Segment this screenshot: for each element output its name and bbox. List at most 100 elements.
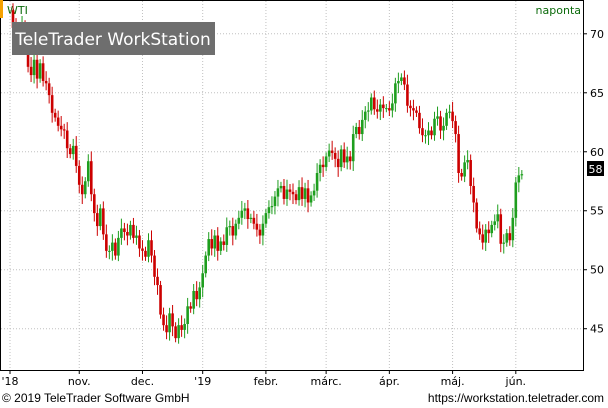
candle-body [285, 189, 289, 199]
candle-body [171, 313, 174, 327]
candle-body [71, 145, 75, 155]
y-tick-label: 45 [590, 323, 604, 336]
candle-body [379, 104, 382, 112]
x-axis: '18 nov. dec. '19 febr. márc. ápr. máj. jún. [1, 370, 526, 388]
candle-body [294, 194, 298, 201]
candle-body [487, 229, 491, 234]
copyright-text: © 2019 TeleTrader Software GmbH [2, 391, 190, 405]
candle-body [35, 59, 39, 79]
candle-body [32, 59, 36, 76]
candle-body [288, 189, 292, 192]
candle-body [502, 242, 506, 244]
candle-body [484, 229, 487, 243]
candle-body [273, 196, 277, 207]
candle-body [44, 80, 48, 84]
instrument-marker [0, 0, 3, 18]
last-price-badge: 58 [587, 161, 604, 176]
candle-body [436, 116, 439, 119]
candle-body [394, 83, 397, 104]
candle-body [126, 231, 129, 236]
candle-body [210, 239, 214, 249]
candle-body [463, 162, 466, 177]
x-tick-label: máj. [441, 375, 465, 388]
candle-body [147, 240, 150, 257]
candle-body [475, 202, 478, 229]
y-tick-label: 70 [590, 28, 604, 41]
candle-body [406, 84, 409, 106]
candle-body [457, 134, 460, 173]
candle-body [382, 104, 385, 109]
candle-body [165, 325, 168, 333]
candle-body [297, 187, 301, 201]
candle-body [517, 175, 521, 183]
candle-body [186, 306, 189, 324]
candle-body [388, 108, 391, 111]
candle-body [83, 181, 87, 195]
candle-body [114, 242, 117, 256]
candle-body [65, 130, 69, 149]
x-tick-label: márc. [310, 375, 341, 388]
candle-body [204, 255, 207, 274]
candle-body [366, 110, 370, 112]
candle-body [409, 105, 412, 109]
candle-body [237, 217, 241, 224]
candle-body [89, 161, 93, 195]
candle-body [156, 276, 159, 286]
candle-body [357, 126, 361, 135]
candle-body [309, 195, 313, 203]
candle-body [270, 206, 274, 208]
x-tick-label: ápr. [379, 375, 400, 388]
candle-body [108, 250, 111, 252]
candle-body [303, 188, 307, 199]
source-url[interactable]: https://workstation.teletrader.com [427, 391, 604, 405]
candle-body [276, 188, 280, 197]
watermark-text: TeleTrader WorkStation [14, 30, 211, 50]
candle-body [192, 290, 195, 309]
candle-body [213, 235, 217, 249]
candle-body [189, 306, 192, 309]
candle-body [279, 185, 283, 189]
candle-body [216, 235, 220, 251]
candle-body [376, 109, 379, 112]
x-tick-label: '18 [1, 375, 18, 388]
candle-body [159, 285, 162, 315]
candle-body [496, 214, 500, 222]
watermark-background [12, 22, 215, 55]
candle-body [451, 111, 454, 122]
candle-body [445, 112, 448, 126]
candle-body [246, 208, 250, 220]
candle-body [424, 135, 427, 137]
candle-body [499, 214, 503, 244]
candle-body [47, 83, 51, 96]
candle-body [219, 241, 223, 251]
candle-body [132, 224, 135, 238]
candle-body [348, 156, 352, 162]
candle-body [469, 160, 472, 186]
candle-body [472, 185, 475, 203]
candle-body [144, 250, 147, 257]
candle-body [336, 158, 340, 168]
candle-body [102, 208, 105, 235]
candle-body [120, 228, 123, 238]
candle-body [234, 223, 238, 236]
candle-body [258, 229, 262, 236]
candle-body [403, 77, 406, 85]
candle-body [252, 217, 256, 224]
candle-body [427, 130, 430, 136]
x-tick-label: nov. [68, 375, 91, 388]
candle-body [481, 234, 484, 243]
candle-body [400, 77, 403, 81]
candle-body [511, 217, 515, 241]
candle-body [77, 165, 81, 185]
candle-body [418, 112, 421, 129]
candle-body [201, 273, 204, 288]
candle-body [129, 224, 132, 236]
candle-body [141, 248, 144, 251]
candle-body [177, 325, 180, 339]
candle-body [439, 116, 442, 131]
candle-body [26, 45, 30, 67]
candle-body [96, 213, 99, 227]
candle-body [29, 66, 33, 76]
candle-body [291, 191, 295, 195]
